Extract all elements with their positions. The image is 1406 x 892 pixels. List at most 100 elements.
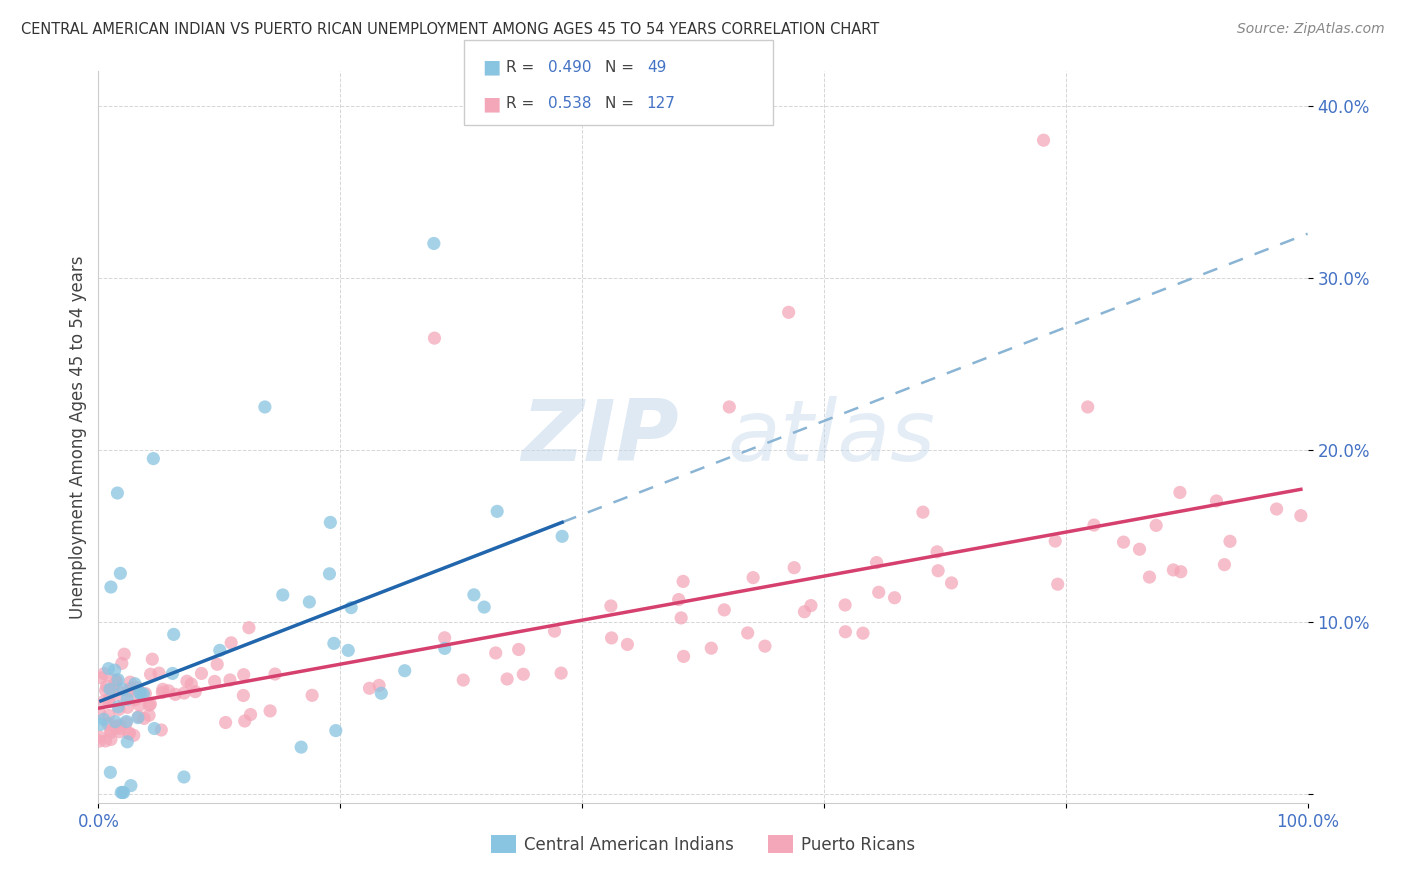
Point [1213,558,1236,572]
Point [754,639,776,653]
Point [117,692,139,706]
Point [173,770,195,784]
Point [600,631,623,645]
Point [100,723,122,738]
Point [834,598,856,612]
Text: 0.490: 0.490 [548,60,592,75]
Point [138,708,160,723]
Point [139,697,162,711]
Point [150,685,173,699]
Point [793,605,815,619]
Point [318,566,340,581]
Point [1139,570,1161,584]
Text: CENTRAL AMERICAN INDIAN VS PUERTO RICAN UNEMPLOYMENT AMONG AGES 45 TO 54 YEARS C: CENTRAL AMERICAN INDIAN VS PUERTO RICAN … [21,22,879,37]
Point [718,400,741,414]
Point [783,560,806,574]
Point [190,666,212,681]
Point [110,785,132,799]
Text: ZIP: ZIP [522,395,679,479]
Point [129,686,152,700]
Point [834,624,856,639]
Point [98,765,121,780]
Point [1163,563,1185,577]
Point [108,724,131,739]
Point [1205,494,1227,508]
Point [1265,502,1288,516]
Point [700,641,723,656]
Point [89,730,111,744]
Point [1083,518,1105,533]
Point [433,631,456,645]
Point [139,667,162,681]
Point [1077,400,1099,414]
Text: N =: N = [605,60,638,75]
Y-axis label: Unemployment Among Ages 45 to 54 years: Unemployment Among Ages 45 to 54 years [69,255,87,619]
Point [486,504,509,518]
Point [238,621,260,635]
Point [394,664,416,678]
Point [94,683,117,698]
Point [98,691,121,706]
Point [925,545,948,559]
Point [599,599,621,613]
Point [138,698,160,712]
Point [173,686,195,700]
Point [1219,534,1241,549]
Point [290,740,312,755]
Point [100,732,122,747]
Point [124,677,146,691]
Point [122,728,145,742]
Point [298,595,321,609]
Point [104,663,127,677]
Point [163,627,186,641]
Text: atlas: atlas [727,395,935,479]
Point [96,679,118,693]
Point [911,505,934,519]
Point [98,682,121,697]
Point [107,486,129,500]
Point [778,305,800,319]
Point [219,636,242,650]
Point [111,690,134,705]
Point [472,600,495,615]
Point [868,585,890,599]
Point [117,735,139,749]
Point [883,591,905,605]
Point [128,698,150,712]
Point [127,711,149,725]
Point [93,694,115,708]
Point [737,626,759,640]
Point [616,637,638,651]
Point [485,646,508,660]
Point [551,529,574,543]
Point [100,580,122,594]
Text: N =: N = [605,96,638,112]
Point [941,575,963,590]
Point [368,678,391,692]
Point [117,700,139,714]
Point [370,686,392,700]
Point [176,674,198,689]
Point [118,726,141,740]
Point [97,708,120,723]
Point [141,652,163,666]
Text: ■: ■ [482,58,501,77]
Point [214,715,236,730]
Point [800,599,823,613]
Point [512,667,534,681]
Point [1128,542,1150,557]
Point [132,687,155,701]
Legend: Central American Indians, Puerto Ricans: Central American Indians, Puerto Ricans [484,829,922,860]
Point [111,682,134,697]
Point [118,726,141,740]
Point [337,643,360,657]
Point [496,672,519,686]
Point [112,647,135,661]
Point [1168,485,1191,500]
Text: R =: R = [506,60,540,75]
Point [184,684,207,698]
Point [148,666,170,681]
Point [97,662,120,676]
Point [253,400,276,414]
Text: R =: R = [506,96,540,112]
